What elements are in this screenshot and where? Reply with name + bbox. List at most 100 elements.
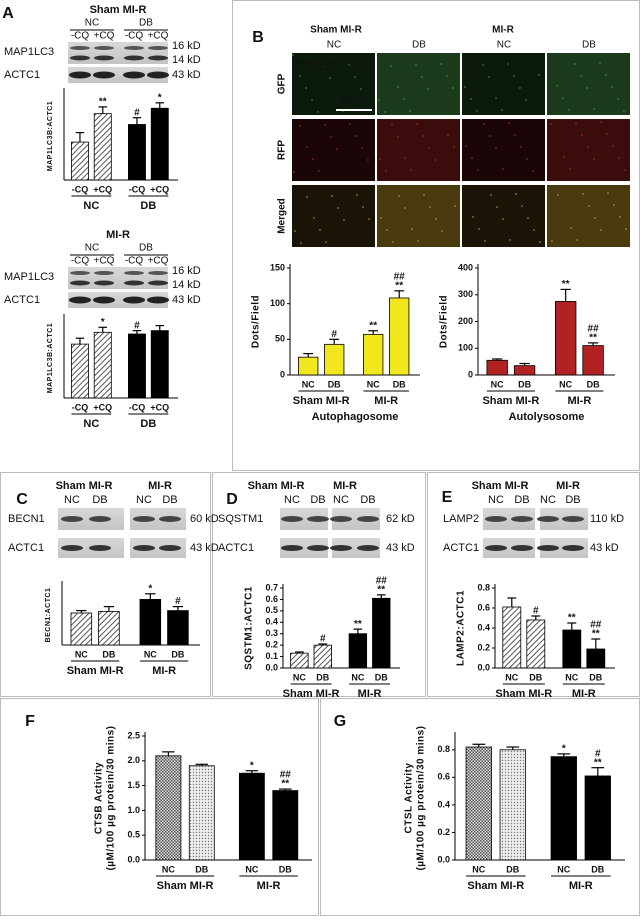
y-tick-label: 1.5 — [127, 780, 140, 790]
blot — [483, 508, 535, 530]
blot-band — [357, 545, 379, 551]
significance-mark: # — [134, 107, 140, 118]
panel-letter: B — [252, 29, 264, 46]
micrograph-speck — [454, 205, 456, 207]
significance-mark: ## — [590, 620, 602, 631]
micrograph-speck — [446, 75, 448, 77]
micrograph-speck — [331, 195, 333, 197]
x-tick-label: DB — [375, 672, 388, 682]
bar — [550, 756, 577, 861]
significance-mark: # — [595, 748, 601, 759]
micrograph-speck — [477, 169, 479, 171]
significance-mark: ** — [369, 320, 377, 331]
legend-text: RFP — [296, 59, 316, 70]
y-axis-label: (µM/100 µg protein/30 mins) — [416, 725, 427, 870]
y-axis-label: (µM/100 µg protein/30 mins) — [106, 725, 117, 870]
x-tick-label: NC — [245, 864, 258, 874]
significance-mark: # — [320, 634, 326, 645]
micrograph-speck — [551, 240, 553, 242]
blot-band — [159, 545, 181, 551]
micrograph-speck — [575, 122, 577, 124]
micrograph-speck — [319, 229, 321, 231]
y-axis-label: BECN1:ACTC1 — [45, 588, 52, 643]
size-label: 43 kD — [172, 294, 201, 306]
micrograph-speck — [397, 86, 399, 88]
micrograph-speck — [502, 218, 504, 220]
y-tick-label: 0.7 — [265, 582, 278, 592]
micrograph-speck — [484, 240, 486, 242]
significance-mark: ** — [592, 629, 600, 640]
size-label: 43 kD — [590, 542, 619, 554]
lane-label: DB — [565, 494, 580, 506]
significance-mark: # — [175, 596, 181, 607]
significance-mark: # — [533, 606, 539, 617]
group-label: Sham MI-R — [157, 880, 214, 892]
x-tick-label: -CQ — [72, 184, 89, 194]
group-label: NC — [83, 200, 99, 212]
micrograph-speck — [619, 216, 621, 218]
blot-band — [133, 516, 155, 522]
lane-label: NC — [327, 40, 341, 51]
panel-letter: G — [334, 713, 346, 730]
micrograph-speck — [404, 207, 406, 209]
blot-band — [94, 46, 114, 50]
group-header: Sham MI-R — [248, 480, 305, 492]
micrograph-speck — [526, 158, 528, 160]
micrograph-speck — [471, 157, 473, 159]
significance-mark: * — [148, 583, 152, 594]
blot-band — [89, 545, 111, 551]
x-tick-label: +CQ — [150, 402, 169, 412]
micrograph-speck — [478, 228, 480, 230]
bar — [372, 597, 391, 669]
group-header: Sham MI-R — [310, 25, 362, 36]
lane-label: DB — [582, 40, 596, 51]
micrograph-speck — [509, 239, 511, 241]
micrograph-speck — [416, 123, 418, 125]
group-label: MI-R — [152, 665, 176, 677]
x-tick-label: NC — [557, 864, 570, 874]
y-tick-label: 0.2 — [265, 640, 278, 650]
blot-band — [537, 545, 559, 551]
y-tick-label: 0.0 — [437, 854, 450, 864]
x-tick-label: DB — [589, 672, 602, 682]
micrograph-speck — [410, 169, 412, 171]
micrograph-speck — [532, 170, 534, 172]
significance-mark: ** — [281, 779, 289, 790]
micrograph-speck — [361, 147, 363, 149]
lane-label: DB — [514, 494, 529, 506]
blot-band — [147, 71, 169, 79]
micrograph-speck — [515, 193, 517, 195]
micrograph-speck — [599, 62, 601, 64]
panel-letter: E — [442, 489, 453, 506]
bar — [586, 648, 606, 669]
blot-band — [485, 545, 507, 551]
x-tick-label: DB — [587, 379, 600, 389]
blot-band — [307, 516, 329, 522]
treatment-label: -CQ — [71, 31, 90, 42]
legend-text: -GFP — [317, 59, 341, 70]
micrograph-speck — [556, 85, 558, 87]
bar — [502, 606, 522, 669]
group-label: Sham MI-R — [67, 665, 124, 677]
blot-band — [148, 46, 168, 50]
size-label: 16 kD — [172, 265, 201, 277]
panel-letter: C — [16, 491, 28, 508]
significance-mark: ## — [394, 271, 406, 282]
bar — [499, 749, 526, 861]
micrograph-speck — [624, 169, 626, 171]
blot-title: Sham MI-R — [90, 4, 147, 16]
blot-band — [281, 545, 303, 551]
blot-band — [69, 296, 91, 304]
group-header: MI-R — [333, 480, 357, 492]
treatment-label: +CQ — [94, 256, 115, 267]
scale-bar-label: 50 µm — [340, 96, 369, 107]
group-label: DB — [140, 200, 156, 212]
micrograph-speck — [587, 146, 589, 148]
group-header: Sham MI-R — [472, 480, 529, 492]
x-tick-label: NC — [565, 672, 578, 682]
micrograph-speck — [520, 146, 522, 148]
x-tick-label: DB — [393, 379, 406, 389]
bar — [465, 746, 492, 861]
blot-band — [562, 545, 584, 551]
micrograph-speck — [582, 193, 584, 195]
